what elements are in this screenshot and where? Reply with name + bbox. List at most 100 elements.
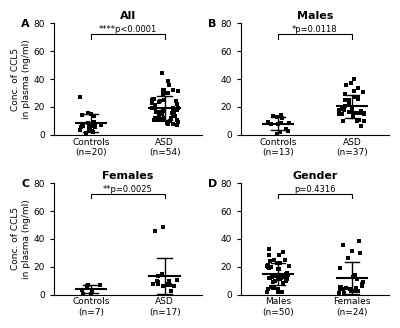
Point [155, 274, 161, 279]
Point [275, 277, 281, 282]
Point [268, 121, 275, 126]
Point [279, 115, 285, 120]
Point [282, 257, 289, 262]
Point [166, 282, 173, 287]
Point [284, 271, 290, 276]
Point [348, 80, 354, 85]
Point [92, 123, 98, 129]
Point [346, 109, 352, 114]
Point [275, 273, 281, 278]
Point [276, 266, 282, 272]
Point [160, 224, 166, 229]
Point [154, 117, 161, 123]
Point [283, 278, 289, 283]
Point [264, 265, 271, 270]
Point [170, 122, 176, 127]
Point [149, 101, 155, 106]
Point [341, 291, 348, 296]
Point [343, 285, 349, 290]
Point [89, 129, 95, 134]
Point [286, 264, 292, 269]
Point [278, 120, 284, 125]
Point [270, 113, 276, 119]
Point [268, 284, 274, 290]
Point [266, 276, 272, 281]
Point [283, 272, 290, 277]
Point [352, 272, 358, 277]
Point [86, 128, 92, 133]
Point [83, 130, 89, 135]
Point [88, 111, 94, 116]
Point [348, 289, 354, 294]
Point [275, 121, 282, 127]
Point [267, 276, 273, 281]
Point [157, 117, 163, 122]
Point [338, 284, 344, 289]
Point [270, 280, 277, 285]
Point [339, 111, 346, 116]
Point [348, 106, 355, 111]
Point [174, 117, 180, 122]
Point [92, 125, 98, 130]
Point [150, 96, 156, 102]
Point [353, 286, 360, 291]
Point [350, 113, 357, 118]
Text: B: B [208, 19, 217, 29]
Point [278, 289, 285, 294]
Point [280, 249, 286, 255]
Point [356, 117, 362, 122]
Point [284, 277, 290, 282]
Point [337, 286, 343, 291]
Point [269, 274, 276, 279]
Point [342, 103, 348, 109]
Point [351, 77, 357, 82]
Point [355, 96, 362, 101]
Point [361, 119, 367, 124]
Point [280, 274, 287, 279]
Point [164, 282, 170, 287]
Point [156, 110, 162, 115]
Point [270, 285, 276, 290]
Point [161, 87, 168, 92]
Point [361, 111, 368, 116]
Point [151, 105, 158, 111]
Point [358, 124, 365, 129]
Point [164, 121, 171, 126]
Point [341, 108, 348, 113]
Text: **p=0.0025: **p=0.0025 [103, 185, 153, 194]
Text: *p=0.0118: *p=0.0118 [292, 25, 338, 34]
Point [159, 111, 165, 116]
Point [346, 98, 352, 103]
Point [336, 111, 343, 116]
Point [85, 283, 91, 288]
Point [159, 117, 166, 122]
Point [150, 96, 157, 101]
Point [275, 289, 282, 294]
Point [277, 275, 283, 280]
Point [90, 129, 96, 134]
Text: p=0.4316: p=0.4316 [294, 185, 336, 194]
Point [170, 87, 176, 92]
Point [353, 118, 360, 123]
Point [336, 112, 342, 117]
Point [161, 98, 167, 103]
Point [346, 101, 353, 106]
Point [158, 272, 165, 277]
Point [169, 109, 176, 114]
Point [150, 281, 156, 286]
Point [267, 258, 274, 264]
Point [273, 274, 279, 279]
Point [152, 228, 158, 234]
Title: All: All [120, 11, 136, 21]
Point [361, 110, 367, 115]
Point [346, 109, 353, 114]
Point [84, 283, 90, 288]
Point [336, 108, 342, 113]
Point [360, 89, 366, 94]
Point [151, 117, 158, 122]
Point [275, 277, 281, 282]
Point [153, 110, 159, 115]
Point [79, 288, 86, 293]
Point [86, 125, 92, 130]
Title: Gender: Gender [292, 171, 338, 181]
